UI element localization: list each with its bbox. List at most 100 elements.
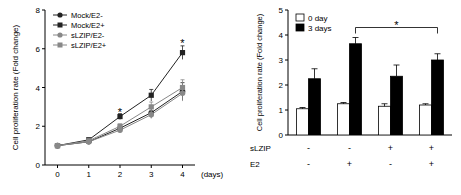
condition-sign: - [389,159,392,169]
y-tick [285,85,288,86]
x-tick [57,165,58,168]
x-tick-label: 3 [149,170,154,179]
condition-sign: + [429,159,434,169]
legend-label: 3 days [308,24,332,33]
marker [55,143,60,148]
marker [55,143,60,148]
x-tick-label: 2 [118,170,123,179]
marker [148,112,154,118]
marker [180,85,185,90]
marker [149,104,154,109]
plot-area [297,38,444,136]
y-tick [285,35,288,36]
bar [391,76,403,135]
error-cap [394,65,400,66]
x-tick [88,165,89,168]
y-tick [285,10,288,11]
significance: * [394,19,399,31]
x-tick [182,165,183,168]
error-cap [312,68,318,69]
bar-chart: 0 1 2 3 4 5 Cell proliferation rate (Fold chan… [250,6,452,169]
y-tick [42,165,45,166]
y-tick-label: 2 [36,122,41,131]
significance: * [118,106,123,118]
marker [55,143,61,149]
y-tick-label: 2 [279,81,284,90]
marker [55,143,61,149]
error-bar [355,38,356,44]
bar [297,109,309,135]
x-tick-label: 1 [87,170,92,179]
y-tick-label: 4 [279,31,284,40]
marker [117,124,122,129]
error-bar [314,69,315,79]
y-tick [285,135,288,136]
condition-sign: - [307,143,310,153]
y-tick-label: 6 [36,45,41,54]
series-line [58,88,183,146]
y-tick-label: 5 [279,6,284,15]
legend-swatch [296,24,304,31]
y-axis-label: Cell proliferation rate (Fold change) [11,24,20,150]
marker [86,137,91,142]
error-cap [382,103,388,104]
bar [338,104,350,135]
marker [86,139,92,145]
marker [86,138,91,143]
marker [86,139,92,145]
error-cap [341,102,347,103]
legend-label: 0 day [308,14,328,23]
error-cap [435,53,441,54]
bar [350,44,362,135]
legend-marker [57,32,62,37]
y-axis [288,10,289,135]
error-cap [149,102,153,103]
error-bar [396,65,397,76]
x-tick [120,165,121,168]
error-cap [181,79,185,80]
legend-marker [58,43,63,48]
y-tick [285,60,288,61]
legend: Mock/E2-Mock/E2+sLZIP/E2-sLZIP/E2+ [53,11,107,50]
x-tick-label: 0 [55,170,60,179]
legend-label: sLZIP/E2- [71,31,105,40]
plot-area [55,46,186,149]
line-chart: 0246801234(days)Cell proliferation rate … [11,6,224,179]
y-tick-label: 4 [36,84,41,93]
condition-sign: - [348,143,351,153]
y-tick [42,10,45,11]
significance: * [180,37,185,49]
condition-sign: + [429,143,434,153]
y-tick-label: 3 [279,56,284,65]
y-tick-label: 1 [279,106,284,115]
x-tick [151,165,152,168]
y-tick [42,126,45,127]
error-cap [149,89,153,90]
marker [180,50,185,55]
y-tick-label: 8 [36,6,41,15]
bar [309,79,321,135]
legend-label: Mock/E2+ [71,21,105,30]
condition-sign: + [347,159,352,169]
figure: 0246801234(days)Cell proliferation rate … [0,0,461,195]
error-cap [300,107,306,108]
y-tick [42,87,45,88]
y-tick [42,48,45,49]
y-tick-label: 0 [279,131,284,140]
error-cap [353,37,359,38]
condition-name: E2 [250,160,260,169]
marker [149,93,154,98]
legend-swatch [296,14,304,21]
condition-name: sLZIP [250,144,271,153]
condition-sign: + [388,143,393,153]
x-tick-label: 4 [180,170,185,179]
condition-sign: - [307,159,310,169]
legend: 0 day3 days [296,14,332,33]
legend-label: sLZIP/E2+ [71,41,107,50]
series-line [58,53,183,146]
legend-marker [57,12,62,17]
error-cap [423,103,429,104]
y-axis-label: Cell proliferation rate (Fold change) [255,13,264,131]
y-tick-label: 0 [36,161,41,170]
series-line [58,93,183,145]
